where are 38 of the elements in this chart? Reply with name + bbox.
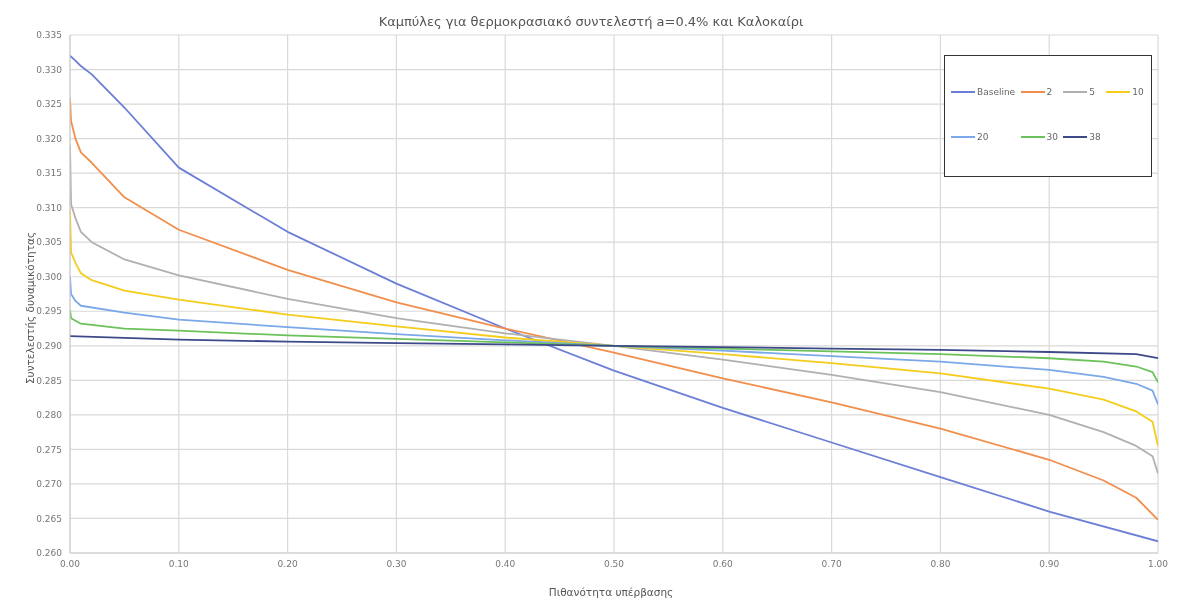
- x-tick-label: 0.50: [603, 559, 625, 570]
- y-tick-label: 0.270: [36, 479, 63, 490]
- x-tick-label: 1.00: [1147, 559, 1169, 570]
- x-tick-label: 0.10: [168, 559, 190, 570]
- x-tick-label: 0.80: [930, 559, 951, 570]
- y-tick-label: 0.275: [36, 444, 62, 455]
- x-axis-title: Πιθανότητα υπέρβασης: [547, 586, 675, 598]
- y-tick-label: 0.325: [36, 99, 62, 110]
- y-tick-label: 0.310: [36, 202, 63, 213]
- y-tick-label: 0.285: [36, 375, 62, 386]
- legend-label: 20: [977, 132, 989, 142]
- x-tick-label: 0.30: [386, 559, 407, 570]
- legend-label: 2: [1046, 87, 1053, 97]
- legend-label: 5: [1089, 87, 1096, 97]
- legend-label: 38: [1089, 132, 1101, 142]
- line-series: [70, 335, 1158, 360]
- x-tick-label: 0.20: [277, 559, 298, 570]
- x-tick-label: 0.60: [712, 559, 734, 570]
- x-tick-label: 0.70: [821, 559, 842, 570]
- x-tick-label: 0.90: [1039, 559, 1060, 570]
- y-axis-title: Συντελεστής δυναμικότητας: [24, 231, 36, 385]
- x-tick-label: 0.00: [59, 559, 81, 570]
- legend-label: 10: [1132, 87, 1144, 97]
- y-tick-label: 0.335: [36, 30, 62, 41]
- y-tick-label: 0.260: [36, 548, 63, 559]
- chart-title: Καμπύλες για θερμοκρασιακό συντελεστή a=0.4% και Καλοκαίρι: [377, 14, 805, 29]
- y-tick-label: 0.315: [36, 168, 62, 179]
- legend-label: 30: [1046, 132, 1058, 142]
- y-tick-label: 0.265: [36, 513, 62, 524]
- y-tick-label: 0.295: [36, 306, 62, 317]
- legend-label: Baseline: [977, 87, 1016, 97]
- y-tick-label: 0.330: [36, 64, 63, 75]
- y-tick-label: 0.290: [36, 340, 63, 351]
- y-tick-label: 0.320: [36, 133, 63, 144]
- y-tick-label: 0.305: [36, 237, 62, 248]
- y-tick-label: 0.280: [36, 410, 63, 421]
- y-tick-label: 0.300: [36, 271, 63, 282]
- x-tick-label: 0.40: [495, 559, 516, 570]
